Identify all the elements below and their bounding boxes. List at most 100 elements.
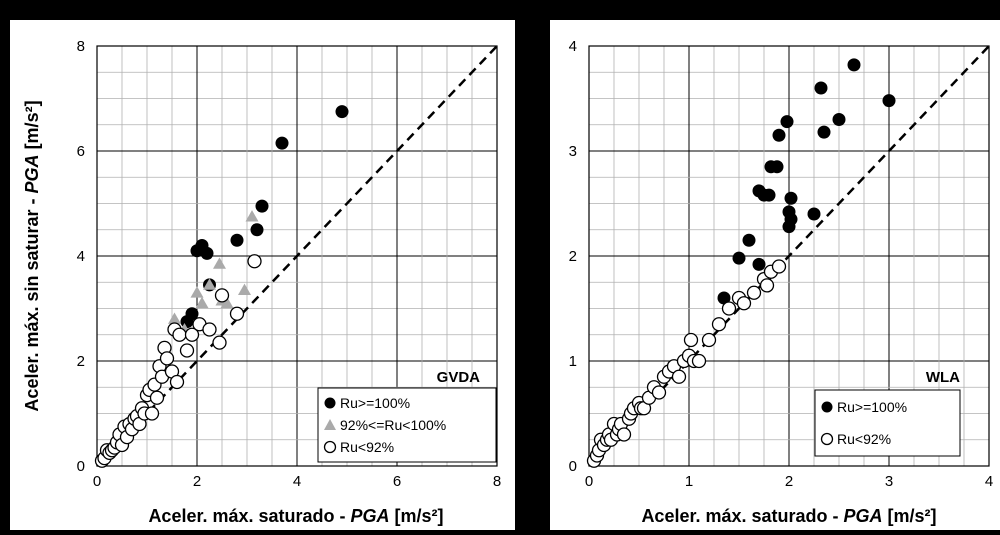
x-tick-label: 8 xyxy=(493,473,501,490)
x-axis-label: Aceler. máx. saturado - PGA [m/s²] xyxy=(148,506,443,526)
x-axis-label-main: Aceler. máx. saturado - xyxy=(641,506,843,526)
y-tick-label: 2 xyxy=(77,353,85,370)
y-axis-label: Aceler. máx. sin saturar - PGA [m/s²] xyxy=(22,100,42,411)
data-point-filled-circle xyxy=(784,212,798,226)
data-point-triangle xyxy=(220,296,234,309)
y-tick-label: 6 xyxy=(77,143,85,160)
y-axis-label-italic: PGA xyxy=(22,154,42,193)
data-point-filled-circle xyxy=(200,246,214,260)
legend-box xyxy=(814,389,961,457)
y-tick-label: 0 xyxy=(77,458,85,475)
data-point-open-circle xyxy=(746,285,762,300)
data-point-filled-circle xyxy=(817,125,831,139)
data-point-filled-circle xyxy=(230,233,244,247)
y-tick-label: 3 xyxy=(569,143,577,160)
data-point-open-circle xyxy=(169,374,185,390)
x-tick-label: 2 xyxy=(193,473,201,490)
y-tick-label: 0 xyxy=(569,458,577,475)
data-point-triangle xyxy=(195,296,209,309)
data-point-open-circle xyxy=(616,427,632,442)
x-tick-label: 0 xyxy=(93,473,101,490)
data-point-filled-circle xyxy=(717,291,731,305)
x-axis-label-unit: [m/s²] xyxy=(883,506,937,526)
data-point-filled-circle xyxy=(847,58,861,72)
data-point-open-circle xyxy=(651,385,667,400)
y-axis-label-main: Aceler. máx. sin saturar - xyxy=(22,193,42,411)
site-tag: WLA xyxy=(926,369,960,386)
data-point-filled-circle xyxy=(814,81,828,95)
site-tag: GVDA xyxy=(437,369,481,386)
y-axis-label-unit: [m/s²] xyxy=(22,100,42,154)
data-point-triangle xyxy=(245,210,259,222)
x-tick-label: 6 xyxy=(393,473,401,490)
y-tick-label: 2 xyxy=(569,248,577,265)
data-point-triangle xyxy=(213,257,226,269)
data-point-triangle xyxy=(190,286,204,298)
data-point-open-circle xyxy=(159,351,175,366)
x-tick-label: 0 xyxy=(585,473,593,490)
data-point-open-circle xyxy=(771,259,787,274)
legend: Ru>=100% 92%<=Ru<100% Ru<92% xyxy=(317,387,497,463)
x-tick-label: 4 xyxy=(293,473,301,490)
legend-marker-triangle xyxy=(324,419,336,430)
x-axis-label-main: Aceler. máx. saturado - xyxy=(148,506,350,526)
legend-label: Ru>=100% xyxy=(837,399,907,415)
legend-box xyxy=(317,387,497,463)
x-axis-label: Aceler. máx. saturado - PGA [m/s²] xyxy=(641,506,936,526)
data-point-open-circle xyxy=(683,332,699,348)
data-point-open-circle xyxy=(247,254,262,269)
legend-marker-open-circle xyxy=(323,440,337,454)
legend-marker-filled-circle xyxy=(324,397,336,409)
x-tick-label: 2 xyxy=(785,473,793,490)
chart-panel-gvda: 0 2 4 6 8 0 2 4 6 8 GVDA Ru>=100% 92%<=Ru<100% Ru<92%… xyxy=(10,20,515,530)
legend-label: Ru<92% xyxy=(340,439,394,455)
x-tick-label: 3 xyxy=(885,473,893,490)
data-point-filled-circle xyxy=(807,207,821,221)
chart-svg-wla: 0 1 2 3 4 0 1 2 3 4 WLA Ru>=100% Ru<92% Aceler. máx. … xyxy=(569,38,994,526)
data-point-open-circle xyxy=(184,327,200,342)
x-axis-label-italic: PGA xyxy=(351,506,390,526)
data-point-open-circle xyxy=(202,322,217,337)
data-point-filled-circle xyxy=(762,188,776,202)
data-point-open-circle xyxy=(212,335,227,350)
data-point-filled-circle xyxy=(784,191,798,205)
data-point-filled-circle xyxy=(772,128,786,142)
chart-panel-wla: 0 1 2 3 4 0 1 2 3 4 WLA Ru>=100% Ru<92% Aceler. máx. … xyxy=(550,20,1000,530)
x-axis-label-italic: PGA xyxy=(844,506,883,526)
plot-border xyxy=(588,45,990,467)
y-tick-label: 4 xyxy=(77,248,85,265)
legend-label: 92%<=Ru<100% xyxy=(340,417,446,433)
legend-marker-filled-circle xyxy=(821,401,833,413)
legend: Ru>=100% Ru<92% xyxy=(814,389,961,457)
data-point-filled-circle xyxy=(255,199,269,213)
data-point-filled-circle xyxy=(185,307,199,321)
x-axis-label-unit: [m/s²] xyxy=(390,506,444,526)
data-point-open-circle xyxy=(229,306,245,321)
data-point-filled-circle xyxy=(250,223,264,237)
data-point-filled-circle xyxy=(770,160,784,174)
data-point-open-circle xyxy=(172,327,187,342)
data-point-filled-circle xyxy=(882,94,896,108)
data-point-filled-circle xyxy=(742,233,756,247)
data-point-open-circle xyxy=(214,288,230,303)
chart-svg-gvda: 0 2 4 6 8 0 2 4 6 8 GVDA Ru>=100% 92%<=Ru<100% Ru<92%… xyxy=(22,38,501,526)
data-point-open-circle xyxy=(701,332,717,348)
legend-marker-open-circle xyxy=(820,432,834,446)
data-point-filled-circle xyxy=(335,105,349,119)
legend-label: Ru<92% xyxy=(837,431,891,447)
data-point-triangle xyxy=(203,278,216,290)
data-point-open-circle xyxy=(144,406,160,421)
data-point-filled-circle xyxy=(780,115,794,129)
x-tick-label: 1 xyxy=(685,473,693,490)
data-point-open-circle xyxy=(149,390,165,405)
x-tick-label: 4 xyxy=(985,473,993,490)
data-point-open-circle xyxy=(691,353,707,369)
y-tick-label: 8 xyxy=(77,38,85,55)
data-point-open-circle xyxy=(759,278,775,293)
data-point-filled-circle xyxy=(832,113,846,126)
plot-border xyxy=(96,45,498,467)
data-point-filled-circle xyxy=(275,136,289,150)
data-point-open-circle xyxy=(711,317,727,332)
data-point-open-circle xyxy=(736,296,752,311)
data-point-open-circle xyxy=(671,369,687,384)
